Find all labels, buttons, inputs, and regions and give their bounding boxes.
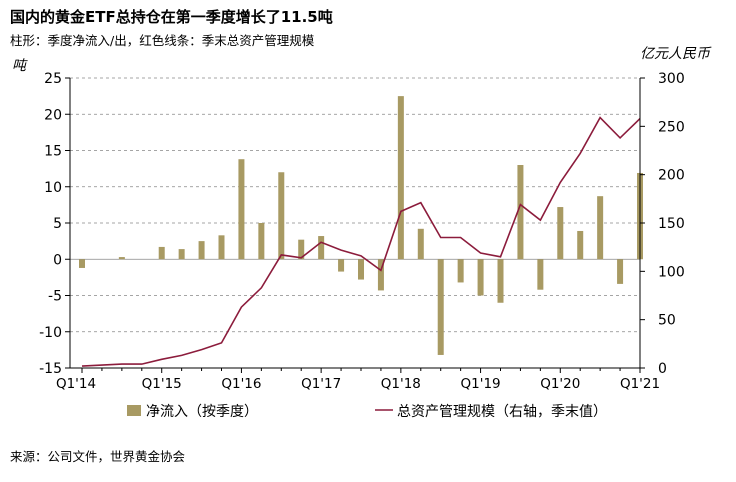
right-tick-label: 300 [658, 71, 685, 87]
aum-line [81, 116, 641, 367]
chart-title: 国内的黄金ETF总持仓在第一季度增长了11.5吨 [10, 8, 333, 26]
legend: 净流入（按季度） 总资产管理规模（右轴，季末值） [127, 404, 607, 420]
right-tick-label: 0 [658, 361, 667, 377]
x-tick-label: Q1'14 [56, 376, 96, 392]
bar [617, 259, 624, 284]
bar [397, 96, 404, 260]
left-tick-label: 20 [44, 107, 62, 123]
bar [497, 259, 504, 303]
source-note: 来源：公司文件，世界黄金协会 [10, 449, 186, 464]
bar [298, 239, 305, 260]
bar [198, 241, 205, 260]
bar [79, 259, 85, 268]
left-tick-label: 5 [53, 216, 62, 232]
legend-line-label: 总资产管理规模（右轴，季末值） [397, 404, 607, 420]
x-tick-label: Q1'19 [461, 376, 501, 392]
right-axis-unit: 亿元人民币 [640, 46, 712, 62]
bar [417, 228, 424, 260]
bar [118, 257, 125, 260]
legend-bar-swatch [127, 405, 141, 416]
legend-bar-label: 净流入（按季度） [146, 404, 258, 420]
bar [178, 249, 185, 260]
bar [557, 207, 564, 260]
chart-subtitle: 柱形：季度净流入/出，红色线条：季末总资产管理规模 [10, 33, 315, 48]
bar [437, 259, 444, 355]
bar [158, 246, 165, 260]
bar [338, 259, 345, 272]
bar [258, 223, 265, 260]
right-tick-label: 200 [658, 168, 685, 184]
x-tick-label: Q1'16 [221, 376, 261, 392]
bar [577, 230, 584, 260]
right-tick-label: 250 [658, 119, 685, 135]
bar [238, 159, 245, 260]
bar [597, 196, 604, 260]
line-series [81, 116, 641, 367]
left-tick-label: 0 [53, 252, 62, 268]
bar [318, 236, 325, 260]
left-tick-label: 10 [44, 180, 62, 196]
x-tick-label: Q1'17 [301, 376, 341, 392]
left-axis-unit: 吨 [12, 58, 28, 74]
x-tick-label: Q1'21 [620, 376, 660, 392]
left-tick-label: 25 [44, 71, 62, 87]
bar [457, 259, 464, 283]
bar [358, 259, 364, 280]
bar [377, 259, 384, 291]
bar [477, 259, 484, 296]
left-tick-label: -10 [39, 325, 62, 341]
bar [517, 165, 524, 260]
bar [278, 172, 285, 260]
x-tick-label: Q1'15 [142, 376, 182, 392]
left-tick-label: 15 [44, 144, 62, 160]
left-tick-label: -15 [39, 361, 62, 377]
right-tick-label: 100 [658, 264, 685, 280]
bar [537, 259, 544, 290]
left-tick-label: -5 [48, 289, 62, 305]
x-tick-label: Q1'20 [540, 376, 580, 392]
x-tick-label: Q1'18 [381, 376, 421, 392]
bar [218, 235, 225, 260]
right-tick-label: 50 [658, 313, 676, 329]
bar-series [79, 96, 643, 355]
axes: -15-10-50510152025050100150200250300Q1'1… [12, 46, 712, 392]
grid-lines [70, 77, 640, 333]
right-tick-label: 150 [658, 216, 685, 232]
